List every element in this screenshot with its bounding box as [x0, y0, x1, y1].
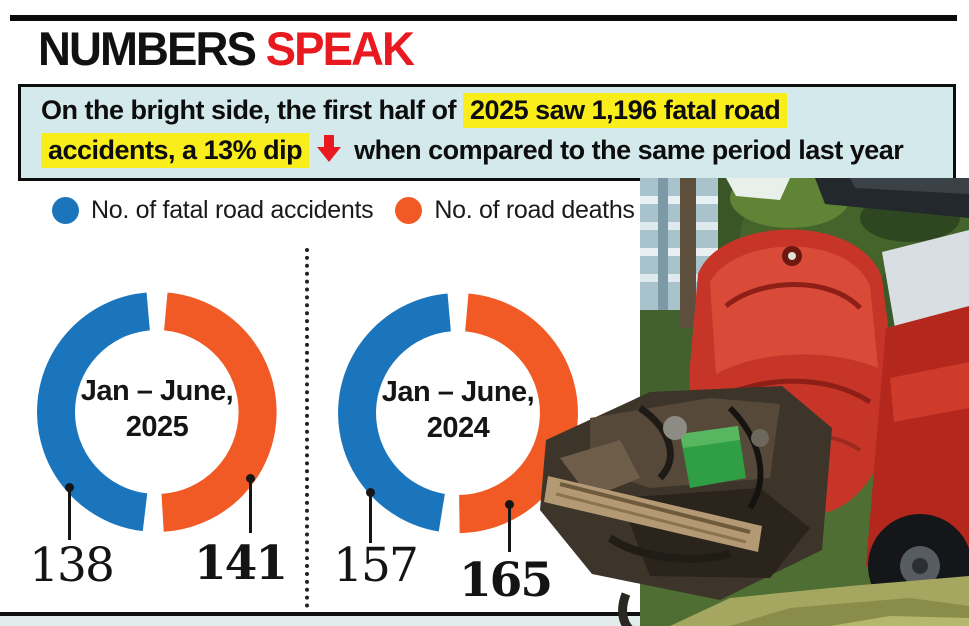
- callout-dot-141: [246, 474, 255, 483]
- page-title-red: SPEAK: [265, 22, 415, 75]
- callout-line-138: [68, 490, 71, 540]
- crashed-car-photo: [540, 178, 969, 626]
- banner-line-2: accidents, a 13% dip when compared to th…: [41, 133, 904, 170]
- bottom-strip: [0, 616, 969, 626]
- callout-line-165: [508, 507, 511, 552]
- chart-legend: No. of fatal road accidents No. of road …: [52, 196, 643, 225]
- legend-item-accidents: No. of fatal road accidents: [52, 196, 374, 225]
- donut-2024-deaths-segment: [458, 293, 578, 533]
- banner-line1-plain: On the bright side, the first half of: [41, 95, 457, 125]
- banner-line-1: On the bright side, the first half of 20…: [41, 93, 788, 128]
- donut-2025-center-label: Jan – June, 2025: [32, 373, 282, 445]
- page-title-black: NUMBERS: [38, 22, 257, 75]
- banner-line2-highlight: accidents, a 13% dip: [41, 133, 310, 168]
- down-arrow-icon: [317, 135, 342, 170]
- value-deaths-2025: 141: [193, 536, 288, 591]
- legend-label-deaths: No. of road deaths: [434, 196, 635, 224]
- donut-2025-accidents-segment: [37, 292, 151, 532]
- top-rule: [10, 15, 957, 21]
- callout-dot-138: [65, 483, 74, 492]
- value-accidents-2025: 138: [29, 538, 115, 593]
- wreckage: [540, 386, 832, 626]
- donut-2025-deaths-segment: [160, 292, 277, 532]
- banner-line2-plain: when compared to the same period last ye…: [354, 135, 904, 165]
- blue-dot-icon: [52, 197, 79, 224]
- donut-2025-period: Jan – June,: [80, 375, 234, 407]
- donut-chart-2025: [37, 292, 277, 532]
- legend-item-deaths: No. of road deaths: [395, 196, 635, 225]
- bottom-rule: [0, 612, 969, 616]
- donut-chart-2024: [338, 293, 578, 533]
- donut-2025-year: 2025: [125, 411, 189, 443]
- donut-2024-period: Jan – June,: [381, 376, 535, 408]
- page-title: NUMBERS SPEAK: [38, 22, 415, 75]
- donut-2024-accidents-segment: [338, 293, 452, 532]
- callout-line-157: [369, 495, 372, 543]
- dotted-divider: [305, 248, 309, 608]
- legend-label-accidents: No. of fatal road accidents: [91, 196, 374, 224]
- callout-line-141: [249, 481, 252, 533]
- donut-2024-year: 2024: [426, 412, 490, 444]
- callout-dot-165: [505, 500, 514, 509]
- banner-line1-highlight: 2025 saw 1,196 fatal road: [463, 93, 788, 128]
- value-accidents-2024: 157: [333, 538, 419, 593]
- summary-banner: On the bright side, the first half of 20…: [18, 84, 956, 181]
- donut-2024-center-label: Jan – June, 2024: [333, 374, 583, 446]
- orange-dot-icon: [395, 197, 423, 224]
- callout-dot-157: [366, 488, 375, 497]
- value-deaths-2024: 165: [458, 553, 553, 608]
